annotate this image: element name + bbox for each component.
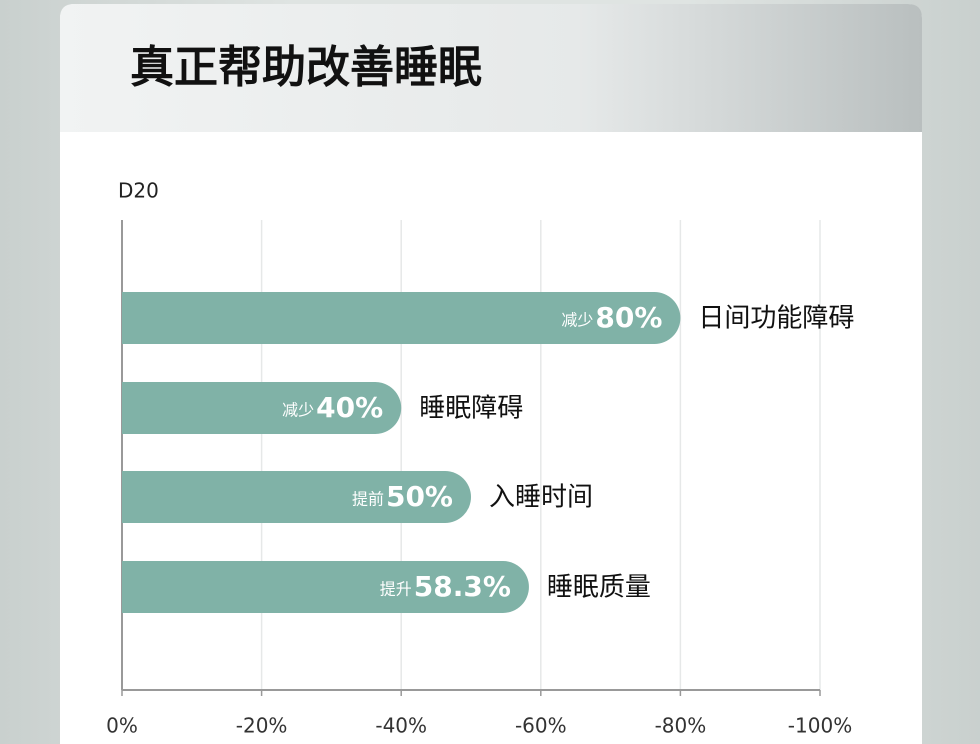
- category-label: 睡眠障碍: [419, 394, 523, 424]
- x-tick-label: -40%: [375, 714, 427, 738]
- x-tick-label: -100%: [788, 714, 852, 738]
- value-prefix: 减少: [282, 401, 314, 420]
- chart-subtitle: D20: [118, 179, 159, 203]
- x-tick-label: -60%: [515, 714, 567, 738]
- bar: [122, 471, 471, 523]
- value-label: 80%: [595, 301, 662, 334]
- value-prefix: 提前: [352, 490, 384, 509]
- bar: [122, 292, 681, 344]
- card-header: [60, 4, 922, 132]
- x-tick-label: -80%: [655, 714, 707, 738]
- chart-title: 真正帮助改善睡眠: [130, 42, 482, 93]
- bar: [122, 561, 529, 613]
- value-prefix: 提升: [380, 580, 412, 599]
- value-prefix: 减少: [561, 311, 593, 330]
- category-label: 入睡时间: [489, 483, 593, 513]
- value-label: 40%: [316, 391, 383, 424]
- x-tick-label: -20%: [236, 714, 288, 738]
- card: [60, 4, 922, 744]
- bar: [122, 382, 402, 434]
- x-tick-label: 0%: [106, 714, 138, 738]
- category-label: 睡眠质量: [547, 573, 651, 603]
- category-label: 日间功能障碍: [698, 304, 854, 334]
- value-label: 58.3%: [414, 570, 511, 603]
- value-label: 50%: [386, 480, 453, 513]
